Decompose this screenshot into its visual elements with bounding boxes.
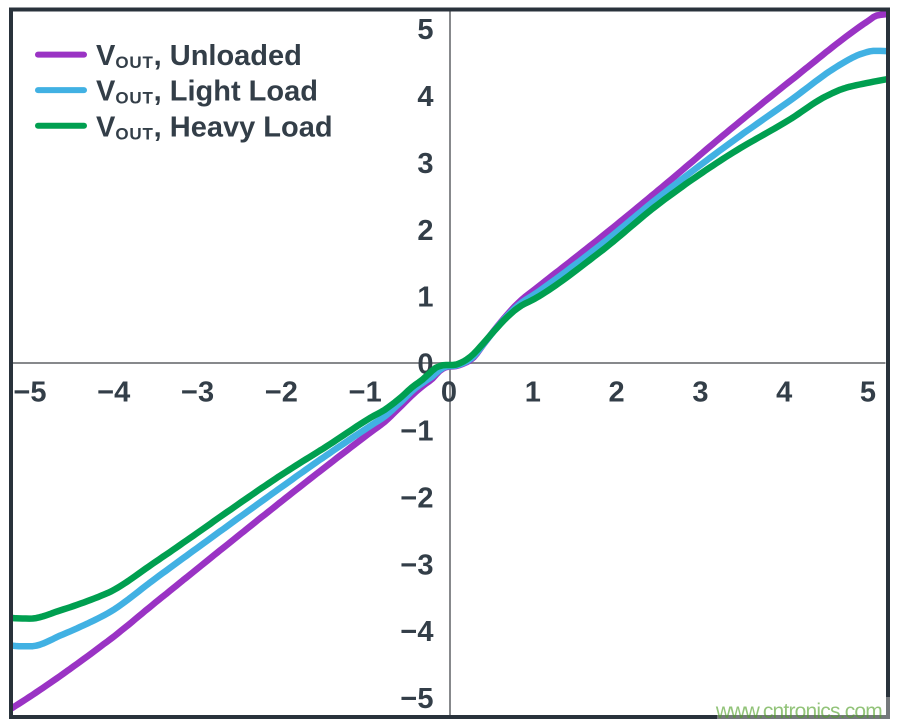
svg-text:−2: −2 bbox=[400, 482, 433, 514]
svg-text:5: 5 bbox=[860, 377, 876, 409]
svg-text:4: 4 bbox=[776, 377, 792, 409]
svg-text:−1: −1 bbox=[349, 377, 382, 409]
svg-text:−3: −3 bbox=[400, 549, 433, 581]
svg-text:3: 3 bbox=[417, 148, 433, 180]
svg-text:−2: −2 bbox=[265, 377, 298, 409]
svg-text:−5: −5 bbox=[400, 683, 433, 715]
svg-text:2: 2 bbox=[609, 377, 625, 409]
svg-text:−5: −5 bbox=[13, 377, 46, 409]
svg-text:1: 1 bbox=[525, 377, 541, 409]
svg-text:4: 4 bbox=[417, 81, 433, 113]
svg-text:VOUT, Unloaded: VOUT, Unloaded bbox=[96, 40, 302, 72]
svg-text:www.cntronics.com: www.cntronics.com bbox=[715, 700, 882, 723]
svg-text:5: 5 bbox=[417, 14, 433, 46]
svg-text:−3: −3 bbox=[181, 377, 214, 409]
svg-text:0: 0 bbox=[441, 377, 457, 409]
svg-text:−1: −1 bbox=[400, 416, 433, 448]
svg-text:1: 1 bbox=[417, 282, 433, 314]
svg-text:3: 3 bbox=[692, 377, 708, 409]
svg-text:−4: −4 bbox=[97, 377, 130, 409]
svg-text:−4: −4 bbox=[400, 616, 433, 648]
svg-text:2: 2 bbox=[417, 215, 433, 247]
svg-text:VOUT, Heavy Load: VOUT, Heavy Load bbox=[96, 111, 333, 143]
